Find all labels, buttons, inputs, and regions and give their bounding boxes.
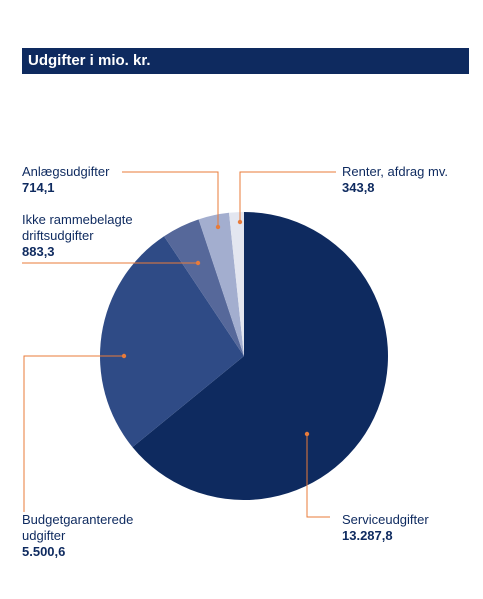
leader-renter-dot [237, 219, 243, 225]
leader-anlaeg-dot [215, 224, 221, 230]
label-service-name: Serviceudgifter [342, 512, 429, 527]
label-budget-name-2: udgifter [22, 528, 66, 543]
leader-anlaeg [122, 171, 219, 227]
leader-renter [239, 171, 336, 222]
leader-service-dot [304, 431, 310, 437]
leader-budget [23, 355, 124, 512]
pie-slice-3 [198, 212, 244, 356]
label-budget-name-1: Budgetgaranterede [22, 512, 134, 527]
pie-slice-2 [164, 219, 244, 356]
label-ikke-name-2: driftsudgifter [22, 228, 94, 243]
label-renter-value: 343,8 [342, 180, 375, 195]
label-service-value: 13.287,8 [342, 528, 393, 543]
pie-slice-1 [100, 236, 244, 448]
label-renter-name: Renter, afdrag mv. [342, 164, 448, 179]
label-anlaeg-value: 714,1 [22, 180, 55, 195]
label-budget-value: 5.500,6 [22, 544, 66, 559]
leader-ikke-dot [195, 260, 201, 266]
pie-slice-4 [229, 212, 244, 356]
leader-service [306, 434, 330, 518]
label-ikke-value: 883,3 [22, 244, 55, 259]
label-ikke-name-1: Ikke rammebelagte [22, 212, 133, 227]
chart-title: Udgifter i mio. kr. [22, 48, 469, 74]
label-ikke-rammebelagte: Ikke rammebelagte driftsudgifter 883,3 [22, 212, 133, 260]
label-service: Serviceudgifter 13.287,8 [342, 512, 429, 544]
label-budgetgaranterede: Budgetgaranterede udgifter 5.500,6 [22, 512, 133, 560]
leader-budget-dot [121, 353, 127, 359]
label-renter: Renter, afdrag mv. 343,8 [342, 164, 448, 196]
label-anlaeg: Anlægsudgifter 714,1 [22, 164, 109, 196]
pie-slice-0 [132, 212, 388, 500]
label-anlaeg-name: Anlægsudgifter [22, 164, 110, 179]
